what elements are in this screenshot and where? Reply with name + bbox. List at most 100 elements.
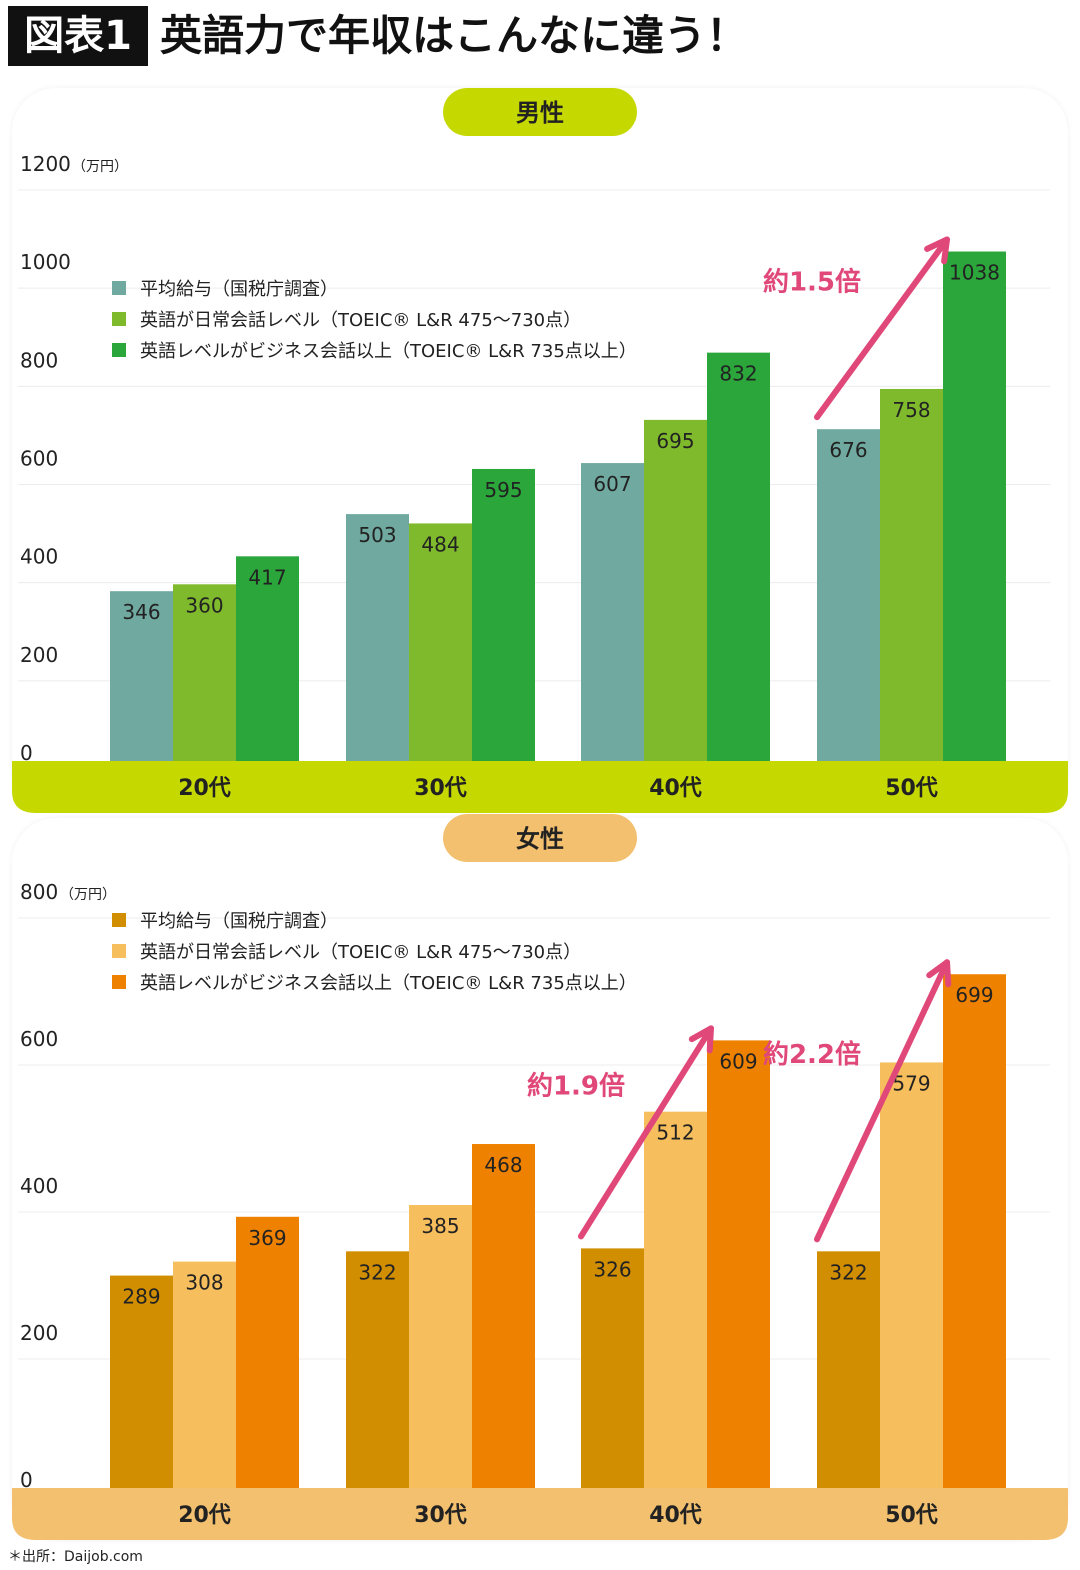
- y-axis-unit: （万円）: [72, 159, 128, 175]
- y-tick-label: 1000: [20, 250, 71, 274]
- bar: [110, 591, 173, 761]
- bar: [707, 352, 770, 761]
- growth-annotation: 約1.9倍: [527, 1070, 625, 1101]
- bar-value-label: 595: [484, 478, 522, 502]
- legend-swatch: [112, 280, 126, 295]
- growth-annotation: 約2.2倍: [763, 1039, 861, 1070]
- legend-label: 英語レベルがビジネス会話以上（TOEIC® L&R 735点以上）: [140, 972, 637, 994]
- bar: [817, 1251, 880, 1488]
- figure-label: 図表1: [8, 6, 148, 66]
- legend-swatch: [112, 342, 126, 357]
- y-tick-label: 400: [20, 545, 58, 569]
- bar: [346, 1251, 409, 1488]
- bar-value-label: 369: [248, 1226, 286, 1250]
- y-tick-label: 600: [20, 447, 58, 471]
- bar: [236, 556, 299, 761]
- growth-annotation: 約1.5倍: [763, 266, 861, 297]
- growth-arrow-head: [688, 1025, 714, 1054]
- y-tick-label: 600: [20, 1027, 58, 1051]
- growth-arrow: [814, 959, 950, 1243]
- x-tick-label: 30代: [414, 776, 467, 801]
- bar-value-label: 699: [955, 983, 993, 1007]
- bar: [236, 1216, 299, 1488]
- bar-value-label: 695: [656, 429, 694, 453]
- legend-item: 英語が日常会話レベル（TOEIC® L&R 475〜730点）: [112, 303, 637, 334]
- x-tick-label: 50代: [885, 776, 938, 801]
- female-legend: 平均給与（国税庁調査） 英語が日常会話レベル（TOEIC® L&R 475〜73…: [112, 904, 637, 997]
- x-axis-band: [12, 761, 1068, 813]
- legend-label: 平均給与（国税庁調査）: [140, 278, 338, 300]
- chart-title: 男性: [516, 99, 564, 127]
- legend-item: 平均給与（国税庁調査）: [112, 272, 637, 303]
- growth-arrow-head: [926, 959, 952, 988]
- bar-value-label: 289: [122, 1285, 160, 1309]
- legend-item: 平均給与（国税庁調査）: [112, 904, 637, 935]
- bar-value-label: 579: [892, 1071, 930, 1095]
- x-tick-label: 30代: [414, 1503, 467, 1528]
- chart-title-pill: [443, 88, 637, 136]
- page-title: 英語力で年収はこんなに違う！: [160, 11, 749, 60]
- bar-value-label: 512: [656, 1121, 694, 1145]
- bar: [581, 1248, 644, 1488]
- x-axis-band: [12, 1488, 1068, 1540]
- bar-value-label: 326: [593, 1257, 631, 1281]
- bar-value-label: 758: [892, 398, 930, 422]
- legend-swatch: [112, 311, 126, 326]
- growth-arrow-head: [924, 236, 950, 265]
- bar: [943, 974, 1006, 1488]
- y-axis-unit: （万円）: [60, 887, 116, 903]
- bar: [472, 468, 535, 761]
- bar-value-label: 385: [421, 1214, 459, 1238]
- bar: [472, 1144, 535, 1488]
- bar: [644, 419, 707, 761]
- bar-value-label: 468: [484, 1153, 522, 1177]
- bar-value-label: 1038: [949, 261, 1000, 285]
- x-tick-label: 40代: [649, 1503, 702, 1528]
- bar-value-label: 609: [719, 1049, 757, 1073]
- growth-arrow: [814, 236, 950, 421]
- legend-item: 英語レベルがビジネス会話以上（TOEIC® L&R 735点以上）: [112, 334, 637, 365]
- bar-value-label: 360: [185, 593, 223, 617]
- legend-item: 英語が日常会話レベル（TOEIC® L&R 475〜730点）: [112, 935, 637, 966]
- y-tick-label: 200: [20, 643, 58, 667]
- bar-value-label: 832: [719, 362, 757, 386]
- legend-swatch: [112, 974, 126, 989]
- male-legend: 平均給与（国税庁調査） 英語が日常会話レベル（TOEIC® L&R 475〜73…: [112, 272, 637, 365]
- bar-value-label: 607: [593, 472, 631, 496]
- bar-value-label: 676: [829, 438, 867, 462]
- bar-value-label: 346: [122, 600, 160, 624]
- x-tick-label: 40代: [649, 776, 702, 801]
- source-note: ＊出所：Daijob.com: [8, 1549, 143, 1565]
- growth-arrow: [578, 1025, 714, 1240]
- bar-value-label: 484: [421, 532, 459, 556]
- bar: [409, 523, 472, 761]
- bar: [817, 429, 880, 761]
- bar-value-label: 322: [358, 1260, 396, 1284]
- y-tick-label: 800: [20, 348, 58, 372]
- bar-value-label: 322: [829, 1260, 867, 1284]
- bar: [173, 584, 236, 761]
- legend-swatch: [112, 912, 126, 927]
- chart-title-pill: [443, 814, 637, 862]
- y-tick-label: 800: [20, 880, 58, 904]
- bar: [644, 1111, 707, 1488]
- bar: [880, 388, 943, 761]
- y-tick-label: 0: [20, 741, 33, 765]
- y-tick-label: 200: [20, 1321, 58, 1345]
- header: 図表1 英語力で年収はこんなに違う！: [0, 0, 1080, 72]
- male-salary-chart: 男性 0 200 400 600 800 1000 1200 （万円） 346 360 417 20代 5…: [12, 88, 1068, 813]
- legend-label: 平均給与（国税庁調査）: [140, 910, 338, 932]
- bar-value-label: 417: [248, 565, 286, 589]
- bar-value-label: 503: [358, 523, 396, 547]
- legend-label: 英語が日常会話レベル（TOEIC® L&R 475〜730点）: [140, 941, 582, 963]
- bar: [173, 1261, 236, 1488]
- chart-title: 女性: [516, 825, 564, 853]
- bar: [409, 1205, 472, 1488]
- legend-swatch: [112, 943, 126, 958]
- bar: [346, 514, 409, 761]
- bar: [943, 251, 1006, 761]
- bar-value-label: 308: [185, 1271, 223, 1295]
- y-tick-label: 400: [20, 1174, 58, 1198]
- x-tick-label: 50代: [885, 1503, 938, 1528]
